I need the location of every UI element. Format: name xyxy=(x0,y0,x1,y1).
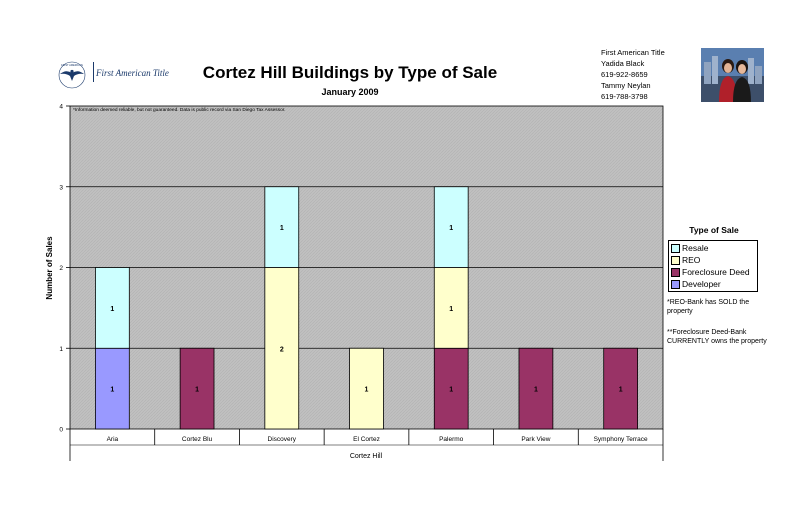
bar-segment xyxy=(518,347,554,430)
y-axis-label: Number of Sales xyxy=(45,236,54,300)
legend-label: Resale xyxy=(682,243,709,253)
x-axis-label: Cortez Hill xyxy=(350,453,383,460)
chart-title: Cortez Hill Buildings by Type of Sale xyxy=(202,63,498,82)
y-tick-label: 0 xyxy=(59,427,63,434)
x-tick-label: Aria xyxy=(107,436,119,443)
company-logo: FIRST AMERICAN xyxy=(52,60,172,90)
y-tick-label: 2 xyxy=(59,265,63,272)
data-label: 1 xyxy=(195,387,199,394)
agents-photo xyxy=(701,48,764,102)
bar-segment xyxy=(433,347,469,430)
bar-segment xyxy=(349,347,384,430)
reo-note: *REO-Bank has SOLD the property xyxy=(667,299,750,315)
logo-text: First American Title xyxy=(96,68,169,78)
agents-photo-icon xyxy=(701,48,764,102)
data-label: 2 xyxy=(280,346,284,353)
data-label: 1 xyxy=(110,306,114,313)
disclaimer-text: *Information deemed reliable, but not gu… xyxy=(73,108,286,113)
legend-swatch xyxy=(671,255,680,265)
contact-line: First American Title xyxy=(601,48,665,57)
legend-item-developer: Developer xyxy=(671,278,755,290)
legend-label: Developer xyxy=(682,279,721,289)
bar-segment xyxy=(95,267,130,349)
x-tick-label: El Cortez xyxy=(353,436,380,443)
chart-subtitle: January 2009 xyxy=(321,87,379,97)
data-label: 1 xyxy=(365,387,369,394)
contact-line: Yadida Black xyxy=(601,59,645,68)
foreclosure-note: **Foreclosure Deed-Bank CURRENTLY owns t… xyxy=(667,329,767,345)
contact-line: 619-788-3798 xyxy=(601,92,648,101)
bar-segment xyxy=(433,267,469,349)
eagle-logo-icon: FIRST AMERICAN xyxy=(58,61,86,89)
bar-segment xyxy=(264,186,300,268)
data-label: 1 xyxy=(534,387,538,394)
y-tick-label: 1 xyxy=(59,346,63,353)
legend-item-foreclosure-deed: Foreclosure Deed xyxy=(671,266,755,278)
x-tick-label: Palermo xyxy=(439,436,464,443)
legend-swatch xyxy=(671,279,680,289)
bar-segment xyxy=(264,267,300,430)
legend-swatch xyxy=(671,267,680,277)
bar-segment xyxy=(433,186,469,268)
data-label: 1 xyxy=(110,387,114,394)
x-tick-label: Discovery xyxy=(268,436,297,443)
legend-item-resale: Resale xyxy=(671,242,755,254)
bar-segment xyxy=(603,347,638,430)
data-label: 1 xyxy=(619,387,623,394)
data-label: 1 xyxy=(449,225,453,232)
legend-title: Type of Sale xyxy=(689,225,739,235)
bar-segment xyxy=(179,347,215,430)
legend-swatch xyxy=(671,243,680,253)
data-label: 1 xyxy=(280,225,284,232)
data-label: 1 xyxy=(449,306,453,313)
legend-label: Foreclosure Deed xyxy=(682,267,750,277)
contact-info: First American Title Yadida Black 619-92… xyxy=(601,47,665,102)
x-tick-label: Park View xyxy=(521,436,550,443)
y-tick-label: 3 xyxy=(59,184,63,191)
logo-divider xyxy=(93,62,94,82)
x-tick-label: Symphony Terrace xyxy=(594,436,648,443)
contact-line: 619-922-8659 xyxy=(601,70,648,79)
legend-item-reo: REO xyxy=(671,254,755,266)
data-label: 1 xyxy=(449,387,453,394)
bar-segment xyxy=(95,347,130,430)
legend-label: REO xyxy=(682,255,701,265)
y-tick-label: 4 xyxy=(59,104,63,111)
legend: Resale REO Foreclosure Deed Developer xyxy=(668,240,758,292)
svg-text:FIRST AMERICAN: FIRST AMERICAN xyxy=(61,63,83,67)
contact-line: Tammy Neylan xyxy=(601,81,651,90)
x-tick-label: Cortez Blu xyxy=(182,436,213,443)
